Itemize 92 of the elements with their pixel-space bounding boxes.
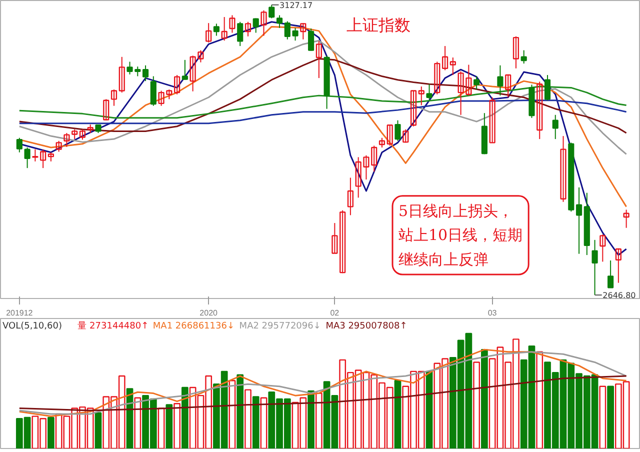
candlestick — [56, 140, 62, 152]
candlestick — [64, 132, 70, 148]
candlestick — [552, 114, 558, 140]
candlestick — [32, 148, 38, 162]
candlestick — [316, 40, 322, 79]
candlestick — [182, 59, 188, 80]
candlestick — [244, 21, 252, 37]
candlestick — [237, 21, 244, 47]
candlestick — [615, 248, 622, 284]
candlestick — [576, 186, 582, 254]
candlestick — [402, 128, 409, 144]
candlestick — [386, 124, 393, 146]
bar — [252, 396, 260, 448]
bar — [236, 374, 244, 448]
candlestick — [497, 64, 504, 96]
candlestick — [260, 10, 267, 36]
candlestick — [592, 239, 598, 296]
candlestick — [118, 56, 125, 94]
candlestick — [426, 84, 432, 100]
bar — [181, 386, 188, 448]
candlestick — [103, 98, 110, 121]
candlestick — [110, 89, 118, 106]
candlestick — [300, 22, 306, 40]
candlestick — [206, 22, 212, 43]
bar — [607, 386, 614, 448]
bar — [394, 380, 402, 448]
bar — [158, 408, 165, 448]
candlestick — [252, 18, 259, 34]
bar — [260, 397, 268, 448]
candlestick — [512, 36, 520, 69]
candlestick — [418, 86, 424, 106]
candlestick — [308, 28, 314, 52]
candlestick — [410, 90, 417, 127]
bar — [599, 386, 606, 448]
x-tick-label: 201912 — [6, 308, 34, 318]
x-tick-label: 03 — [488, 308, 498, 318]
candlestick — [79, 128, 86, 140]
candlestick — [16, 137, 22, 153]
bar — [315, 392, 322, 448]
candlestick — [608, 260, 614, 288]
candlestick — [40, 148, 46, 169]
candlestick — [174, 74, 180, 95]
bar — [536, 351, 544, 448]
candlestick — [268, 4, 275, 19]
bar — [426, 370, 433, 448]
candlestick — [48, 152, 54, 162]
candlestick — [394, 120, 401, 142]
x-tick-label: 02 — [330, 308, 340, 318]
annotation: 3127.17 — [280, 0, 313, 10]
bar — [481, 348, 488, 448]
candlestick — [434, 61, 440, 95]
candlestick — [72, 128, 78, 140]
candlestick — [450, 57, 456, 76]
bar — [473, 362, 480, 448]
candlestick — [150, 76, 156, 106]
text: MA3 295007808↑ — [326, 322, 408, 332]
annotation: 5日线向上拐头，站上10日线，短期继续向上反弹 — [398, 202, 523, 268]
chart-title: VOL(5,10,60) — [2, 322, 62, 332]
candlestick — [276, 14, 283, 28]
bar — [244, 389, 252, 448]
candlestick — [378, 137, 386, 148]
candlestick — [505, 74, 512, 98]
candlestick — [474, 76, 480, 90]
candlestick — [229, 14, 236, 34]
text: MA1 266861136↓ — [152, 322, 234, 332]
text: MA2 295772096↓ — [239, 322, 321, 332]
candlestick — [24, 147, 30, 169]
bar — [228, 380, 236, 448]
candlestick — [623, 209, 630, 228]
x-tick-label: 2020 — [200, 308, 218, 318]
candlestick — [332, 222, 338, 254]
bar — [48, 416, 54, 448]
bar — [94, 412, 102, 448]
candlestick — [544, 74, 551, 101]
candlestick — [142, 64, 149, 82]
annotation: 2646.80 — [602, 291, 636, 300]
candlestick — [560, 136, 566, 202]
candlestick — [520, 50, 527, 64]
candlestick — [221, 16, 228, 42]
candlestick — [536, 81, 543, 140]
candlestick — [213, 23, 220, 36]
text: 量 273144480↑ — [78, 320, 149, 332]
bar — [134, 397, 142, 448]
bar — [174, 403, 180, 448]
candlestick — [442, 46, 448, 71]
candlestick — [340, 210, 346, 274]
bar — [166, 404, 173, 448]
bar — [308, 390, 314, 448]
candlestick — [489, 96, 496, 144]
candlestick — [347, 177, 354, 216]
candlestick — [600, 234, 606, 262]
text: 上证指数 — [346, 16, 410, 34]
